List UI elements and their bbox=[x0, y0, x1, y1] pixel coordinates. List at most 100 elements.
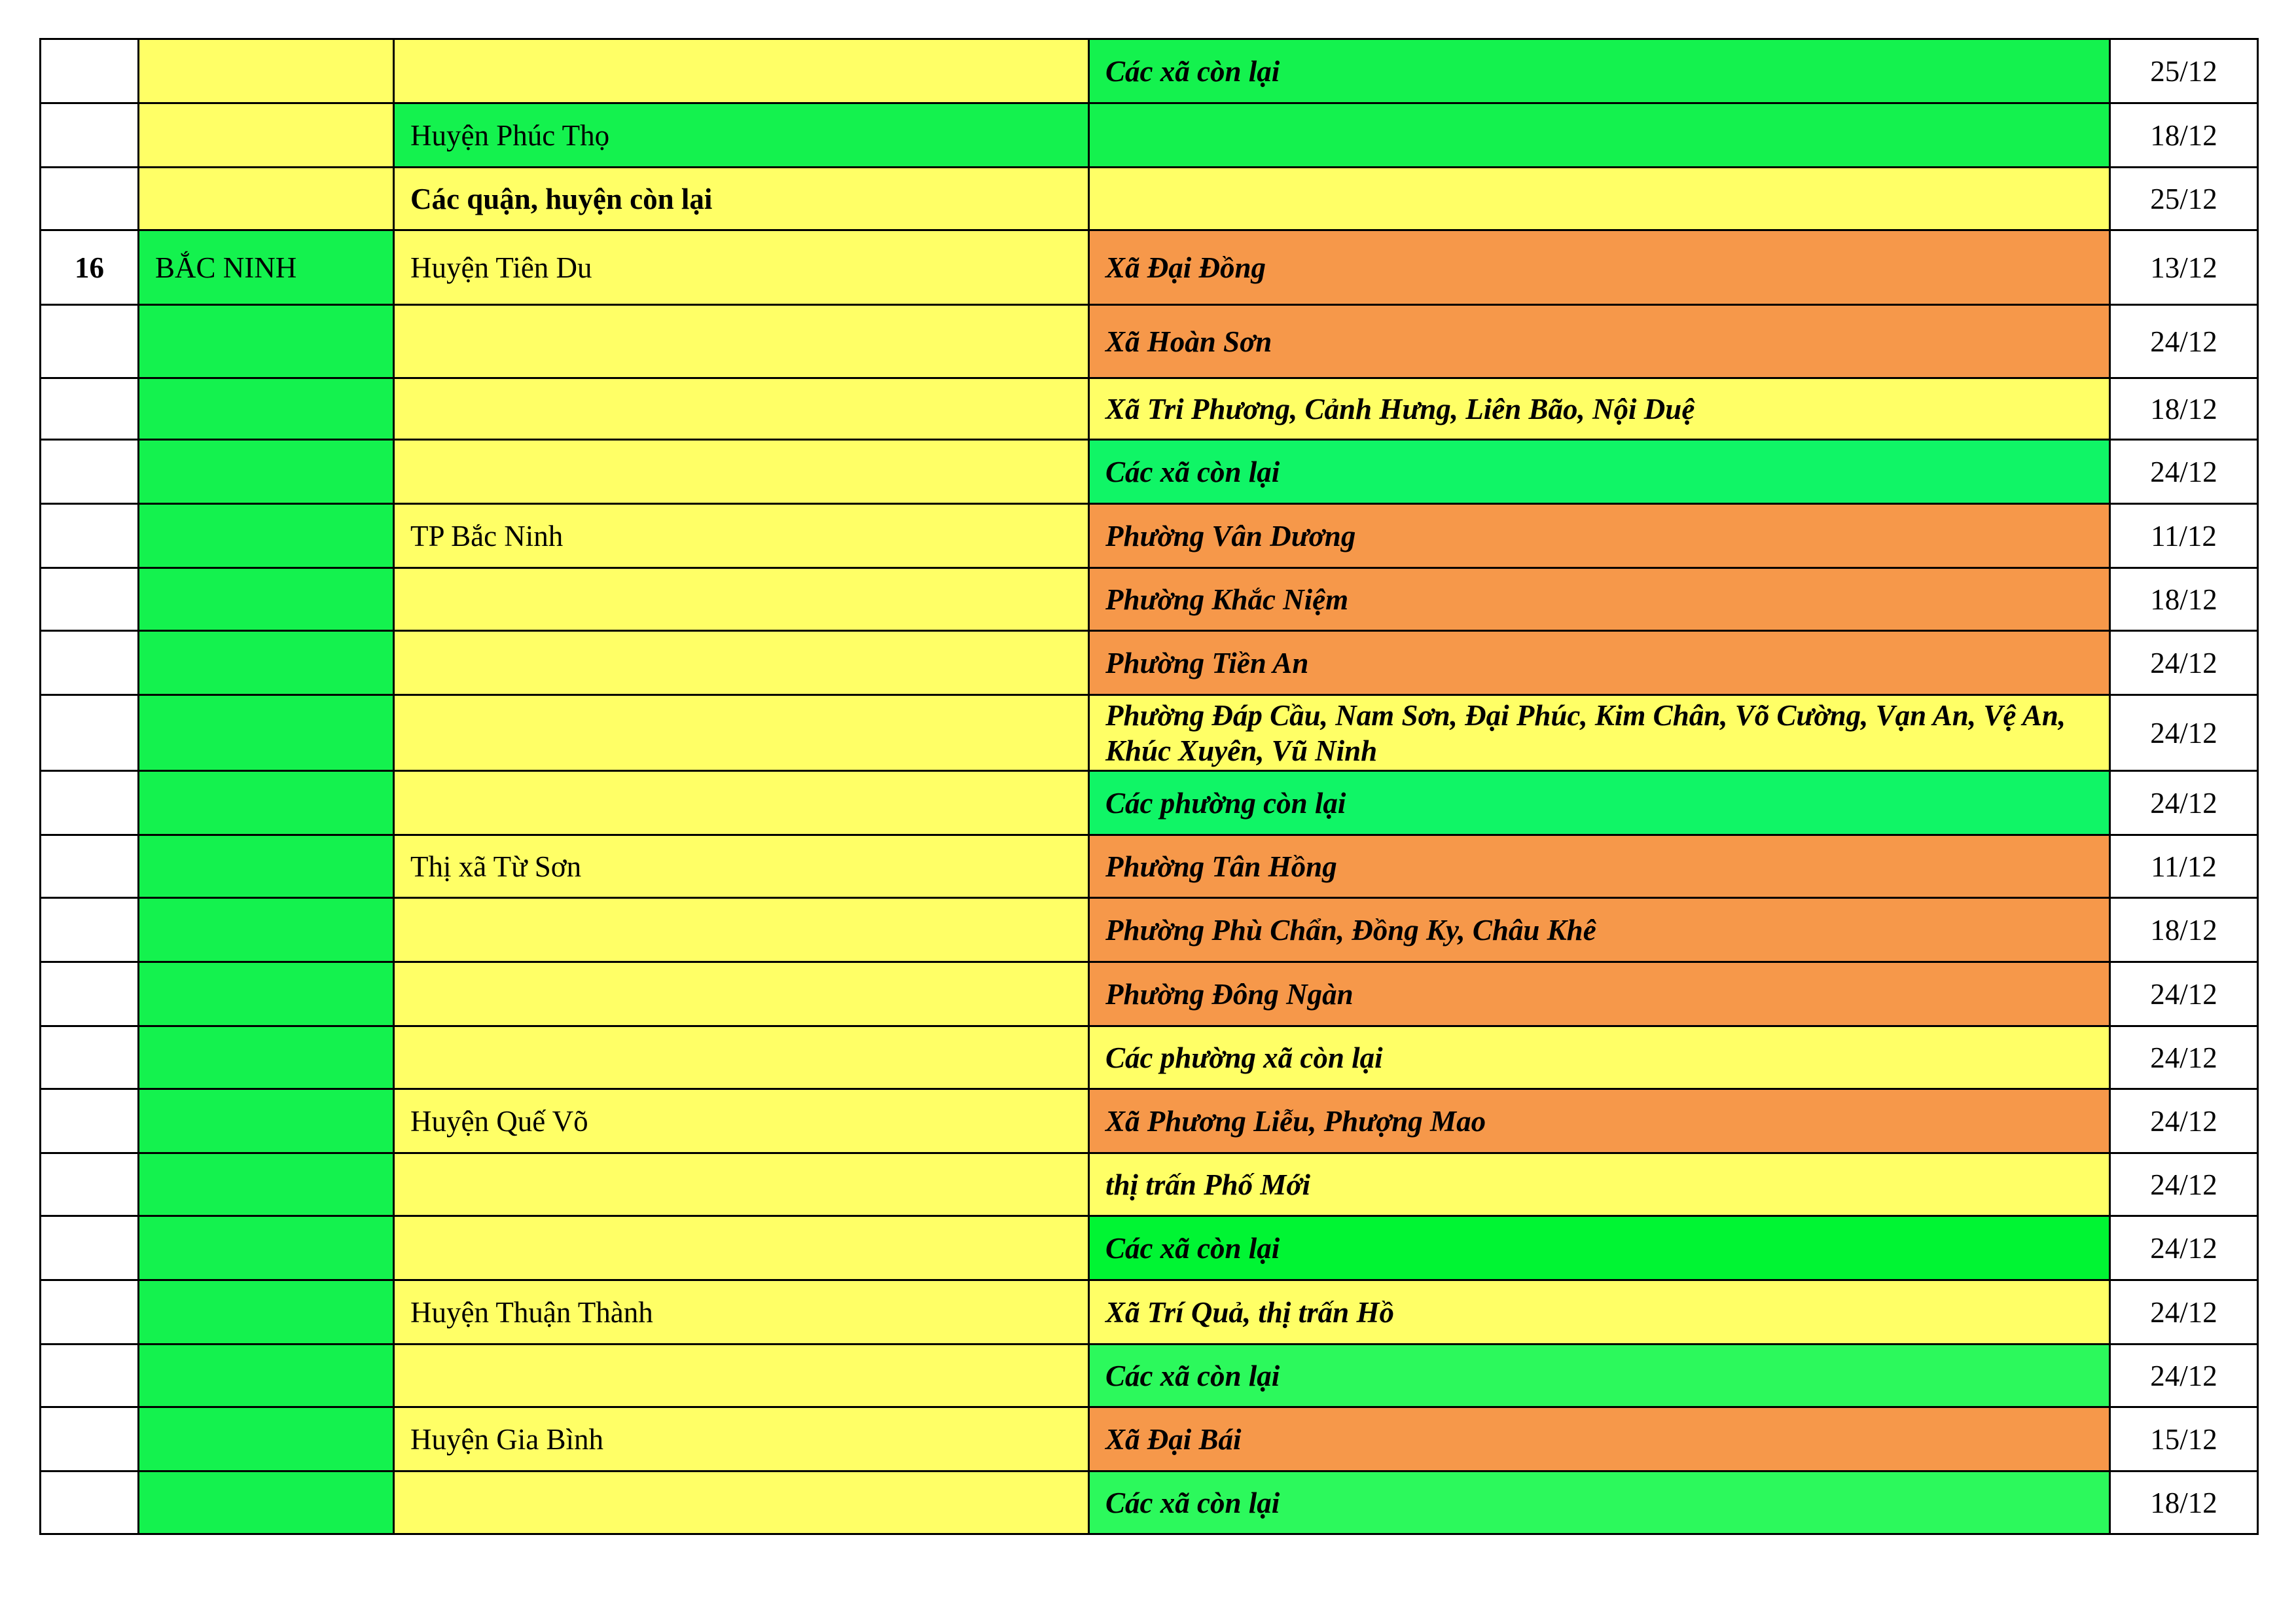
province-cell bbox=[137, 1279, 395, 1345]
no-cell bbox=[39, 567, 139, 632]
ward-cell: Các xã còn lại bbox=[1088, 1343, 2111, 1408]
date-cell: 24/12 bbox=[2109, 1279, 2259, 1345]
ward-cell: Các xã còn lại bbox=[1088, 38, 2111, 104]
district-cell: Huyện Thuận Thành bbox=[393, 1279, 1090, 1345]
ward-cell: Xã Tri Phương, Cảnh Hưng, Liên Bão, Nội … bbox=[1088, 377, 2111, 441]
date-cell: 24/12 bbox=[2109, 304, 2259, 379]
district-cell: Các quận, huyện còn lại bbox=[393, 166, 1090, 231]
district-cell bbox=[393, 694, 1090, 772]
province-cell bbox=[137, 897, 395, 963]
province-cell bbox=[137, 694, 395, 772]
no-cell bbox=[39, 503, 139, 569]
province-cell bbox=[137, 630, 395, 696]
date-cell: 24/12 bbox=[2109, 1025, 2259, 1090]
table-row: Các xã còn lại 24/12 bbox=[39, 439, 2259, 505]
district-cell bbox=[393, 38, 1090, 104]
district-cell: Thị xã Từ Sơn bbox=[393, 834, 1090, 899]
province-cell bbox=[137, 567, 395, 632]
district-cell bbox=[393, 1025, 1090, 1090]
table-row: Các xã còn lại 24/12 bbox=[39, 1343, 2259, 1408]
district-cell bbox=[393, 304, 1090, 379]
no-cell bbox=[39, 166, 139, 231]
no-cell bbox=[39, 102, 139, 168]
ward-cell: Phường Tân Hồng bbox=[1088, 834, 2111, 899]
date-cell: 24/12 bbox=[2109, 1152, 2259, 1217]
district-cell bbox=[393, 770, 1090, 836]
district-cell: Huyện Tiên Du bbox=[393, 229, 1090, 306]
district-cell bbox=[393, 1343, 1090, 1408]
no-cell bbox=[39, 961, 139, 1027]
table-row: Các phường xã còn lại 24/12 bbox=[39, 1025, 2259, 1090]
province-cell bbox=[137, 1152, 395, 1217]
date-cell: 25/12 bbox=[2109, 166, 2259, 231]
no-cell bbox=[39, 439, 139, 505]
ward-cell: thị trấn Phố Mới bbox=[1088, 1152, 2111, 1217]
district-cell bbox=[393, 1215, 1090, 1281]
table-row: Các xã còn lại 25/12 bbox=[39, 38, 2259, 104]
date-cell: 18/12 bbox=[2109, 567, 2259, 632]
ward-cell: Xã Trí Quả, thị trấn Hồ bbox=[1088, 1279, 2111, 1345]
province-cell bbox=[137, 102, 395, 168]
province-cell bbox=[137, 1025, 395, 1090]
date-cell: 15/12 bbox=[2109, 1406, 2259, 1472]
table-row: Thị xã Từ Sơn Phường Tân Hồng 11/12 bbox=[39, 834, 2259, 899]
table-body: Các xã còn lại 25/12 Huyện Phúc Thọ 18/12 Cá… bbox=[39, 38, 2259, 1535]
no-cell: 16 bbox=[39, 229, 139, 306]
district-cell bbox=[393, 961, 1090, 1027]
no-cell bbox=[39, 834, 139, 899]
date-cell: 13/12 bbox=[2109, 229, 2259, 306]
table-row: Phường Phù Chẩn, Đồng Ky, Châu Khê 18/12 bbox=[39, 897, 2259, 963]
no-cell bbox=[39, 1406, 139, 1472]
ward-cell: Phường Đáp Cầu, Nam Sơn, Đại Phúc, Kim C… bbox=[1088, 694, 2111, 772]
no-cell bbox=[39, 630, 139, 696]
ward-cell: Phường Vân Dương bbox=[1088, 503, 2111, 569]
no-cell bbox=[39, 1152, 139, 1217]
date-cell: 24/12 bbox=[2109, 1088, 2259, 1154]
district-cell: Huyện Gia Bình bbox=[393, 1406, 1090, 1472]
province-cell bbox=[137, 1406, 395, 1472]
province-cell bbox=[137, 304, 395, 379]
table-row: thị trấn Phố Mới 24/12 bbox=[39, 1152, 2259, 1217]
ward-cell: Xã Hoàn Sơn bbox=[1088, 304, 2111, 379]
ward-cell: Các xã còn lại bbox=[1088, 439, 2111, 505]
date-cell: 11/12 bbox=[2109, 503, 2259, 569]
district-cell: TP Bắc Ninh bbox=[393, 503, 1090, 569]
date-cell: 18/12 bbox=[2109, 1470, 2259, 1535]
no-cell bbox=[39, 1470, 139, 1535]
no-cell bbox=[39, 770, 139, 836]
ward-cell bbox=[1088, 166, 2111, 231]
ward-cell: Xã Đại Bái bbox=[1088, 1406, 2111, 1472]
table-row: Huyện Phúc Thọ 18/12 bbox=[39, 102, 2259, 168]
district-cell bbox=[393, 630, 1090, 696]
table-row: Phường Tiền An 24/12 bbox=[39, 630, 2259, 696]
district-cell bbox=[393, 1470, 1090, 1535]
province-cell bbox=[137, 38, 395, 104]
no-cell bbox=[39, 38, 139, 104]
date-cell: 24/12 bbox=[2109, 770, 2259, 836]
date-cell: 24/12 bbox=[2109, 694, 2259, 772]
table-row: Phường Đáp Cầu, Nam Sơn, Đại Phúc, Kim C… bbox=[39, 694, 2259, 772]
district-cell bbox=[393, 897, 1090, 963]
table-row: TP Bắc Ninh Phường Vân Dương 11/12 bbox=[39, 503, 2259, 569]
province-cell bbox=[137, 377, 395, 441]
province-cell bbox=[137, 1215, 395, 1281]
no-cell bbox=[39, 304, 139, 379]
no-cell bbox=[39, 694, 139, 772]
table-row: Các xã còn lại 18/12 bbox=[39, 1470, 2259, 1535]
no-cell bbox=[39, 897, 139, 963]
province-cell bbox=[137, 1470, 395, 1535]
province-cell bbox=[137, 439, 395, 505]
ward-cell: Xã Phương Liễu, Phượng Mao bbox=[1088, 1088, 2111, 1154]
table-row: Các quận, huyện còn lại 25/12 bbox=[39, 166, 2259, 231]
table-row: Huyện Gia Bình Xã Đại Bái 15/12 bbox=[39, 1406, 2259, 1472]
ward-cell: Phường Tiền An bbox=[1088, 630, 2111, 696]
province-cell bbox=[137, 1343, 395, 1408]
table-row: Phường Đông Ngàn 24/12 bbox=[39, 961, 2259, 1027]
date-cell: 24/12 bbox=[2109, 1343, 2259, 1408]
ward-cell: Các phường còn lại bbox=[1088, 770, 2111, 836]
table-row: Phường Khắc Niệm 18/12 bbox=[39, 567, 2259, 632]
province-cell bbox=[137, 1088, 395, 1154]
district-cell bbox=[393, 377, 1090, 441]
date-cell: 24/12 bbox=[2109, 961, 2259, 1027]
district-cell bbox=[393, 567, 1090, 632]
